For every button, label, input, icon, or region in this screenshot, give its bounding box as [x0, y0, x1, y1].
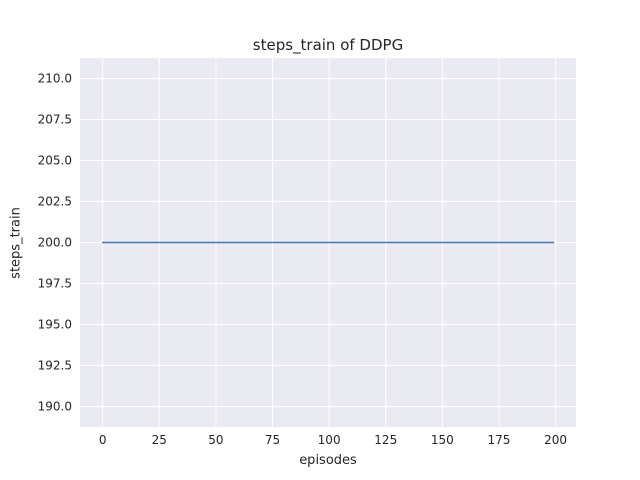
x-tick-label: 100: [318, 433, 341, 447]
x-axis-label: episodes: [299, 453, 357, 468]
y-tick-label: 205.0: [38, 154, 72, 168]
y-tick-label: 202.5: [38, 195, 72, 209]
x-tick-label: 200: [544, 433, 567, 447]
x-tick-label: 75: [265, 433, 280, 447]
y-axis-label: steps_train: [8, 207, 24, 279]
x-tick-label: 50: [208, 433, 223, 447]
y-tick-label: 190.0: [38, 400, 72, 414]
y-tick-label: 200.0: [38, 236, 72, 250]
x-tick-label: 0: [99, 433, 107, 447]
x-tick-label: 150: [431, 433, 454, 447]
x-tick-label: 125: [374, 433, 397, 447]
y-tick-label: 210.0: [38, 72, 72, 86]
y-tick-label: 195.0: [38, 318, 72, 332]
x-tick-label: 175: [488, 433, 511, 447]
y-tick-label: 197.5: [38, 277, 72, 291]
x-tick-label: 25: [152, 433, 167, 447]
chart-title: steps_train of DDPG: [252, 36, 404, 54]
y-tick-label: 192.5: [38, 359, 72, 373]
y-tick-label: 207.5: [38, 113, 72, 127]
